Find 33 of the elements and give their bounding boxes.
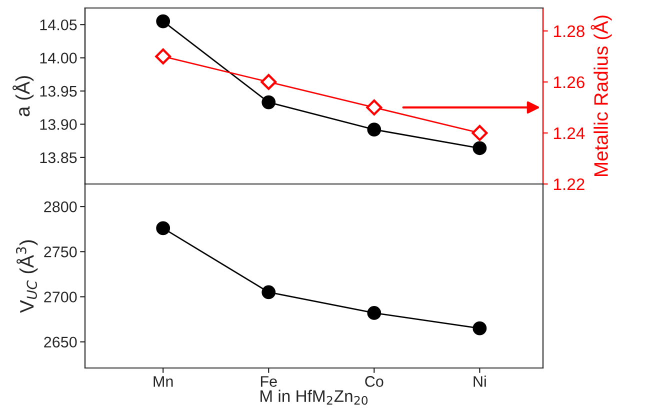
point bbox=[262, 285, 276, 300]
x-tick-label: Ni bbox=[474, 376, 486, 387]
y-tick-label: 2750 bbox=[44, 246, 77, 258]
y-tick-label: 13.95 bbox=[40, 86, 77, 97]
point bbox=[367, 306, 382, 320]
y2-tick-label: 1.28 bbox=[554, 25, 584, 38]
point bbox=[472, 141, 487, 156]
y-axis-title: V$_{UC}$ (Å$^{3}$) bbox=[16, 240, 38, 313]
y2-tick-label: 1.24 bbox=[554, 127, 585, 140]
point bbox=[260, 74, 277, 90]
y-tick-label: 14.05 bbox=[40, 19, 77, 30]
x-tick-label: Mn bbox=[154, 376, 173, 387]
point bbox=[366, 99, 382, 116]
point bbox=[472, 125, 488, 141]
y2-tick-label: 1.22 bbox=[554, 178, 584, 190]
point bbox=[155, 48, 172, 64]
point bbox=[156, 14, 170, 28]
x-tick-label: Fe bbox=[260, 376, 277, 387]
y2-tick-label: 1.26 bbox=[554, 76, 584, 88]
y2-axis-title: Metallic Radius (Å) bbox=[590, 16, 612, 176]
y-tick-label: 13.85 bbox=[40, 152, 77, 164]
point bbox=[156, 221, 170, 236]
y-axis-title: a (Å) bbox=[12, 76, 34, 116]
point bbox=[367, 122, 382, 136]
y-tick-label: 2700 bbox=[44, 292, 77, 302]
y-tick-label: 2650 bbox=[44, 336, 77, 348]
x-axis-title: M in HfM$_{2}$Zn$_{20}$ bbox=[260, 390, 368, 405]
point bbox=[262, 95, 276, 110]
y-tick-label: 2800 bbox=[44, 201, 77, 212]
y-tick-label: 13.90 bbox=[40, 119, 77, 130]
x-tick-label: Co bbox=[365, 376, 384, 387]
point bbox=[472, 321, 487, 336]
y-tick-label: 14.00 bbox=[40, 52, 77, 64]
